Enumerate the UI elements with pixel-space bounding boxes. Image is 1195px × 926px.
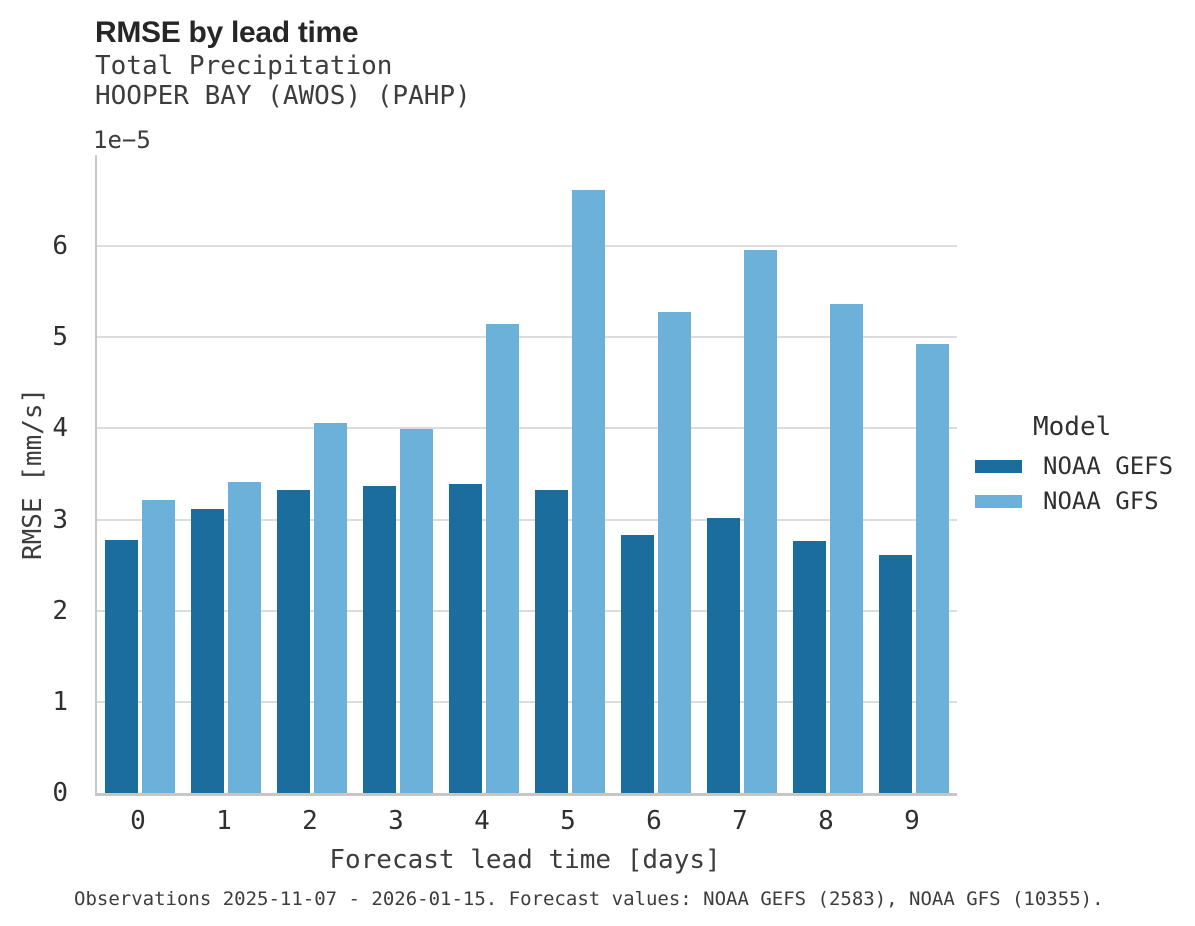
chart-header: RMSE by lead time Total Precipitation HO…: [95, 14, 471, 111]
bar-noaa-gefs-lead-7: [707, 517, 740, 793]
x-axis-title: Forecast lead time [days]: [329, 845, 721, 875]
y-axis-tick-labels: 0 1 2 3 4 5 6: [0, 155, 80, 806]
bar-noaa-gfs-lead-6: [658, 311, 691, 793]
x-tick-label-6: 6: [646, 806, 662, 836]
caption: Observations 2025-11-07 - 2026-01-15. Fo…: [74, 888, 1104, 910]
x-tick-label-0: 0: [130, 806, 146, 836]
y-tick-label-5: 5: [52, 322, 68, 353]
gridline-2: [97, 609, 957, 612]
x-tick-label-3: 3: [388, 806, 404, 836]
bar-noaa-gefs-lead-8: [793, 540, 826, 793]
gridline-3: [97, 518, 957, 521]
bar-group-lead-1: [183, 155, 269, 793]
bar-group-lead-9: [871, 155, 957, 793]
x-tick-label-5: 5: [560, 806, 576, 836]
chart-subtitle-station: HOOPER BAY (AWOS) (PAHP): [95, 80, 471, 111]
bar-noaa-gefs-lead-5: [535, 489, 568, 793]
x-tick-label-1: 1: [216, 806, 232, 836]
bar-noaa-gfs-lead-5: [572, 189, 605, 793]
bar-noaa-gfs-lead-3: [400, 429, 433, 793]
chart-subtitle-variable: Total Precipitation: [95, 51, 393, 81]
bar-noaa-gefs-lead-0: [105, 539, 138, 793]
legend-label: NOAA GFS: [1043, 487, 1159, 515]
legend-swatch-noaa-gefs: [975, 459, 1022, 473]
chart-title: RMSE by lead time: [95, 16, 359, 49]
y-tick-label-6: 6: [52, 231, 68, 262]
bar-noaa-gfs-lead-8: [830, 304, 863, 793]
bar-noaa-gefs-lead-6: [621, 535, 654, 793]
bar-group-lead-0: [97, 155, 183, 793]
bar-group-lead-4: [441, 155, 527, 793]
gridline-5: [97, 336, 957, 339]
x-tick-label-7: 7: [732, 806, 748, 836]
y-tick-label-0: 0: [52, 778, 68, 808]
legend-title: Model: [1033, 412, 1112, 442]
legend-label: NOAA GEFS: [1043, 452, 1174, 480]
y-axis-offset-text: 1e−5: [93, 126, 151, 154]
legend-swatch-noaa-gfs: [975, 494, 1022, 508]
legend-item-noaa-gfs: NOAA GFS: [975, 487, 1195, 515]
legend: Model NOAA GEFS NOAA GFS: [975, 412, 1195, 524]
y-tick-label-1: 1: [52, 686, 68, 717]
bar-noaa-gefs-lead-1: [191, 508, 224, 793]
plot-area: [95, 155, 957, 796]
gridline-1: [97, 700, 957, 703]
bars-layer: [97, 155, 957, 793]
legend-item-noaa-gefs: NOAA GEFS: [975, 452, 1195, 480]
bar-group-lead-7: [699, 155, 785, 793]
bar-noaa-gfs-lead-0: [142, 500, 175, 793]
y-tick-label-4: 4: [52, 413, 68, 444]
gridline-4: [97, 427, 957, 430]
bar-group-lead-6: [613, 155, 699, 793]
bar-noaa-gefs-lead-9: [879, 555, 912, 793]
bar-group-lead-8: [785, 155, 871, 793]
x-tick-label-2: 2: [302, 806, 318, 836]
y-tick-label-2: 2: [52, 595, 68, 626]
legend-items: NOAA GEFS NOAA GFS: [975, 452, 1195, 515]
bar-noaa-gfs-lead-2: [314, 422, 347, 793]
bar-noaa-gefs-lead-2: [277, 489, 310, 793]
bar-noaa-gefs-lead-3: [363, 485, 396, 793]
bar-noaa-gfs-lead-1: [228, 482, 261, 793]
x-axis-tick-labels: 0 1 2 3 4 5 6 7 8 9: [95, 806, 955, 836]
bar-noaa-gfs-lead-4: [486, 323, 519, 793]
bar-group-lead-2: [269, 155, 355, 793]
bar-noaa-gfs-lead-9: [916, 343, 949, 793]
gridline-6: [97, 245, 957, 248]
x-tick-label-8: 8: [818, 806, 834, 836]
x-tick-label-9: 9: [904, 806, 920, 836]
bar-group-lead-5: [527, 155, 613, 793]
y-tick-label-3: 3: [52, 504, 68, 535]
x-tick-label-4: 4: [474, 806, 490, 836]
bar-noaa-gfs-lead-7: [744, 249, 777, 793]
bar-noaa-gefs-lead-4: [449, 484, 482, 793]
bar-group-lead-3: [355, 155, 441, 793]
